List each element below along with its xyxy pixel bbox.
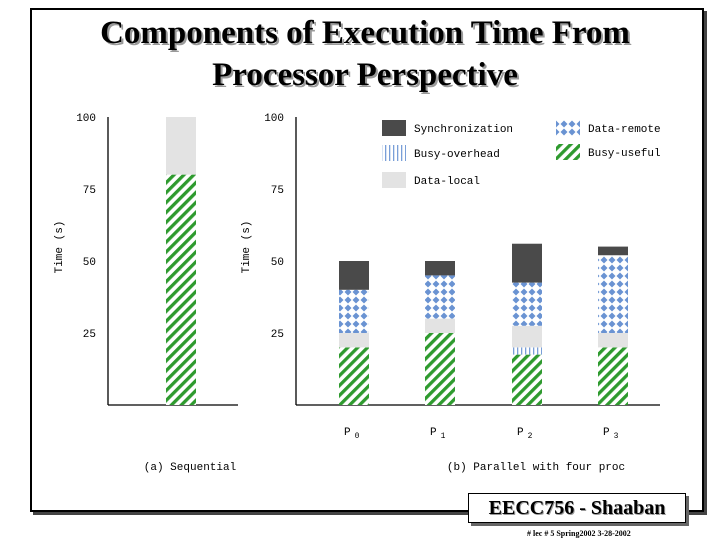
bar-segment-busy-useful — [339, 347, 369, 405]
y-tick-label: 50 — [271, 257, 284, 269]
bar-segment-busy-useful — [598, 347, 628, 405]
y-tick-label: 25 — [83, 329, 96, 341]
bar-segment-data-local — [339, 333, 369, 348]
title-line-2: Processor Perspective — [212, 57, 518, 93]
bar-segment-busy-useful — [425, 333, 455, 405]
legend-swatch-busy-useful — [556, 144, 580, 160]
bar-segment-busy-useful — [166, 174, 196, 405]
legend-label: Busy-overhead — [414, 149, 500, 161]
legend-label: Busy-useful — [588, 148, 661, 160]
bar-segment-data-local — [598, 333, 628, 348]
bar-segment-busy-overhead — [512, 347, 542, 355]
course-badge: EECC756 - Shaaban — [468, 493, 686, 523]
legend-label: Synchronization — [414, 124, 513, 136]
legend-label: Data-local — [414, 176, 480, 188]
chart-caption: (a) Sequential — [144, 462, 236, 474]
y-tick-label: 25 — [271, 329, 284, 341]
bar-segment-data-remote — [339, 289, 369, 333]
title-line-1: Components of Execution Time From — [100, 15, 630, 51]
slide-footer: # lec # 5 Spring2002 3-28-2002 — [527, 529, 631, 538]
bar-segment-synchronization — [512, 243, 542, 283]
y-tick-label: 75 — [271, 185, 284, 197]
y-tick-label: 75 — [83, 185, 96, 197]
y-tick-label: 50 — [83, 257, 96, 269]
bar-segment-data-local — [425, 318, 455, 333]
y-axis-label: Time (s) — [54, 221, 66, 274]
bar-segment-data-remote — [598, 255, 628, 333]
slide-title: Components of Execution Time From Proces… — [30, 12, 700, 96]
slide-frame — [30, 8, 704, 512]
y-axis-label: Time (s) — [241, 221, 253, 274]
bar-segment-synchronization — [598, 246, 628, 256]
bar-segment-data-remote — [512, 282, 542, 326]
bar-segment-busy-useful — [512, 354, 542, 405]
y-tick-label: 100 — [76, 113, 96, 125]
chart-caption: (b) Parallel with four proc — [447, 462, 625, 474]
legend-swatch-data-remote — [556, 120, 580, 136]
legend-label: Data-remote — [588, 124, 661, 136]
bar-segment-synchronization — [425, 261, 455, 276]
bar-segment-synchronization — [339, 261, 369, 290]
legend-swatch-synchronization — [382, 120, 406, 136]
bar-segment-data-local — [512, 325, 542, 348]
bar-segment-data-local — [166, 117, 196, 175]
bar-segment-data-remote — [425, 275, 455, 319]
y-tick-label: 100 — [264, 113, 284, 125]
legend-swatch-busy-overhead — [382, 145, 406, 161]
legend-swatch-data-local — [382, 172, 406, 188]
